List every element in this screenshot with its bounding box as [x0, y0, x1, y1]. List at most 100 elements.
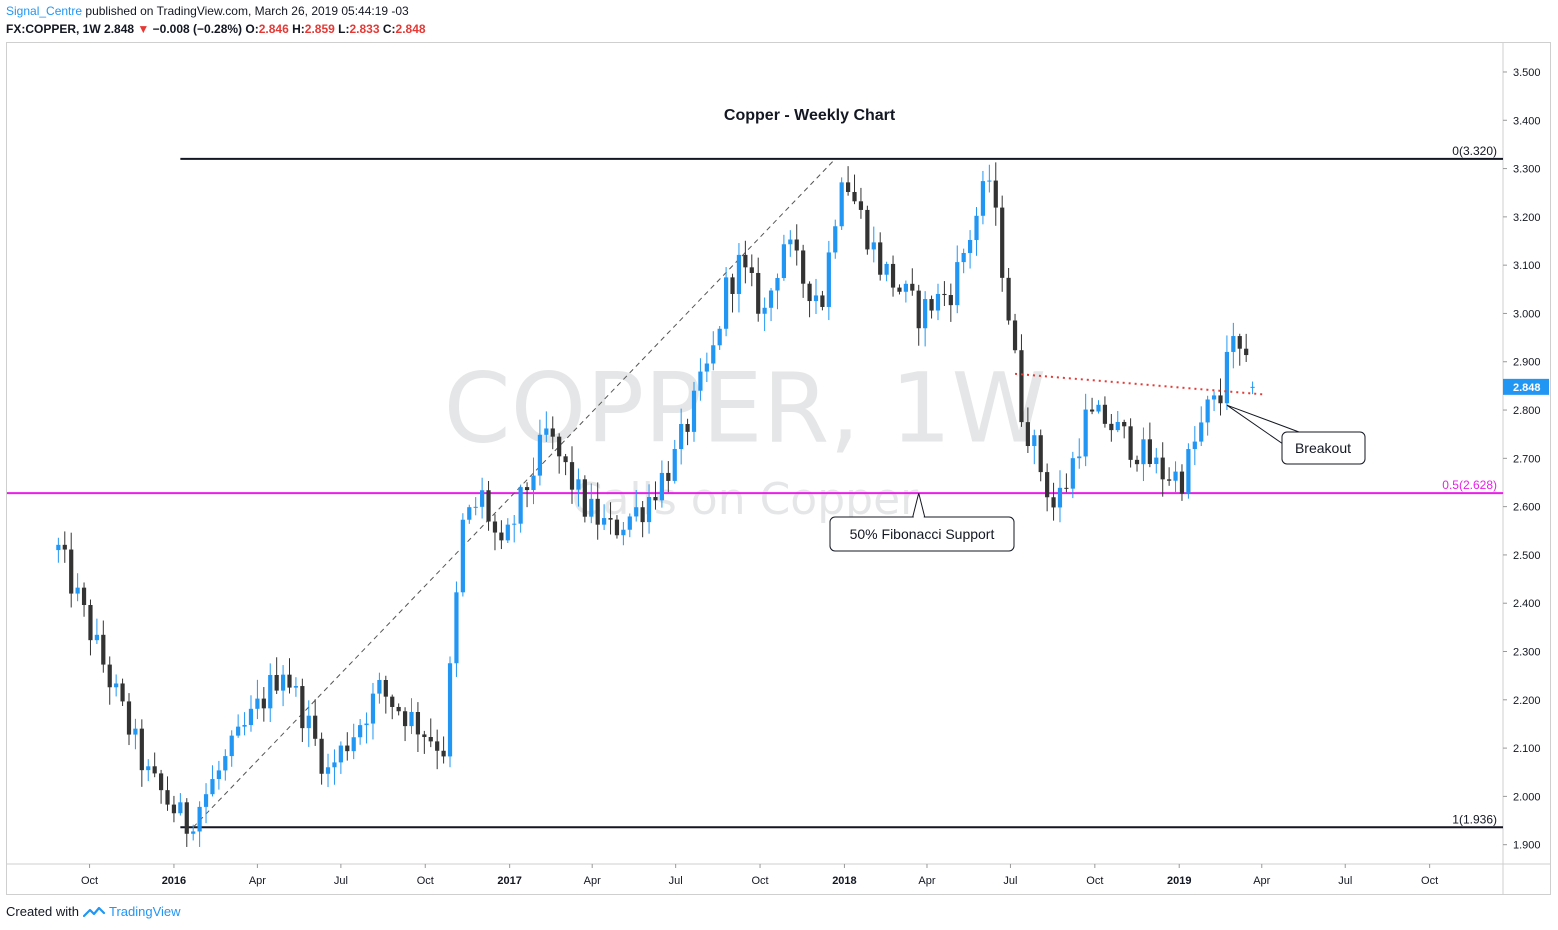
candle-body	[794, 239, 799, 251]
candle-body	[248, 708, 254, 726]
candle-body	[377, 679, 382, 694]
candle-body	[146, 766, 151, 771]
candle-body	[871, 242, 876, 250]
price-tick-label: 2.500	[1513, 550, 1541, 562]
candle-body	[94, 634, 99, 641]
candle-body	[961, 252, 966, 263]
time-tick-label: Jul	[1338, 875, 1352, 887]
candle-body	[325, 767, 331, 774]
price-tick-label: 2.900	[1513, 357, 1541, 369]
candle-body	[524, 487, 530, 491]
candle-body	[1096, 404, 1101, 412]
candle-body	[916, 290, 921, 329]
candle-body	[550, 428, 555, 437]
tradingview-brand-link[interactable]: TradingView	[108, 904, 181, 919]
candle-body	[698, 371, 703, 391]
time-tick-label: Jul	[669, 875, 683, 887]
candle-body	[743, 254, 748, 268]
time-tick-label: Apr	[1253, 875, 1270, 887]
last-value: 2.848	[104, 22, 135, 36]
candle-body	[280, 674, 286, 691]
candle-body	[75, 587, 80, 594]
candle-body	[775, 278, 780, 291]
candle-body	[1192, 441, 1197, 450]
candle-body	[101, 634, 106, 665]
candle-body	[229, 735, 234, 757]
candle-body	[165, 790, 170, 805]
candle-body	[640, 507, 645, 523]
candle-body	[1025, 422, 1030, 447]
candle-body	[1134, 459, 1140, 465]
price-tick-label: 2.800	[1513, 405, 1541, 417]
fib-support-callout-text: 50% Fibonacci Support	[850, 526, 995, 542]
candle-body	[1012, 320, 1018, 351]
candle-body	[602, 518, 607, 525]
candle-body	[833, 226, 838, 253]
candle-body	[672, 449, 677, 481]
candle-body	[358, 725, 363, 738]
candle-body	[1057, 487, 1063, 508]
candle-body	[114, 683, 119, 688]
price-tick-label: 2.200	[1513, 695, 1541, 707]
candle-body	[139, 728, 144, 771]
candle-body	[724, 277, 729, 329]
candle-body	[897, 287, 902, 292]
candle-body	[768, 290, 774, 308]
candle-body	[1089, 409, 1095, 412]
candle-body	[646, 497, 652, 523]
candle-body	[1224, 351, 1230, 404]
candle-body	[659, 472, 665, 501]
candle-body	[801, 250, 806, 284]
candle-body	[1237, 336, 1242, 349]
candle-body	[460, 519, 465, 593]
candle-body	[884, 263, 889, 275]
candle-body	[120, 683, 125, 702]
time-tick-label: Jul	[334, 875, 348, 887]
candle-body	[935, 293, 941, 311]
down-arrow-icon: ▼	[137, 22, 150, 36]
candle-body	[467, 507, 472, 520]
candle-body	[666, 472, 671, 481]
candle-body	[300, 686, 305, 729]
time-tick-label: Oct	[1086, 875, 1103, 887]
candle-body	[319, 738, 324, 774]
open-label: O:	[245, 22, 259, 36]
candle-body	[242, 725, 247, 727]
candle-body	[704, 363, 709, 372]
candle-body	[261, 698, 266, 709]
candle-body	[589, 498, 594, 517]
candle-body	[730, 277, 735, 294]
candle-body	[1000, 207, 1005, 278]
author-link[interactable]: Signal_Centre	[6, 4, 83, 18]
candle-body	[351, 737, 356, 752]
candle-body	[537, 434, 543, 476]
candle-body	[364, 723, 369, 726]
candle-body	[762, 307, 767, 314]
change-value: −0.008 (−0.28%)	[152, 22, 243, 36]
chart-frame[interactable]	[6, 42, 1551, 895]
last-price-tag	[1503, 378, 1549, 395]
candle-body	[1102, 404, 1108, 424]
breakout-callout	[1281, 431, 1366, 465]
candle-body	[171, 804, 177, 814]
price-tick-label: 2.600	[1513, 502, 1541, 514]
time-tick-label: Oct	[81, 875, 98, 887]
chart-title: Copper - Weekly Chart	[724, 107, 896, 124]
candle-body	[1186, 449, 1191, 494]
candle-body	[980, 181, 986, 216]
candle-body	[1141, 439, 1146, 465]
candle-body	[685, 424, 690, 432]
candle-body	[736, 254, 742, 294]
candle-body	[236, 726, 241, 736]
candle-body	[948, 295, 953, 306]
candle-body	[293, 686, 299, 688]
price-tick-label: 2.000	[1513, 791, 1541, 803]
time-tick-label: 2016	[162, 875, 186, 887]
publish-info: Signal_Centre published on TradingView.c…	[6, 4, 409, 18]
candle-body	[126, 701, 132, 735]
candle-body	[473, 506, 478, 508]
candle-body	[216, 770, 221, 780]
candle-body	[409, 712, 414, 727]
candle-body	[595, 498, 600, 525]
